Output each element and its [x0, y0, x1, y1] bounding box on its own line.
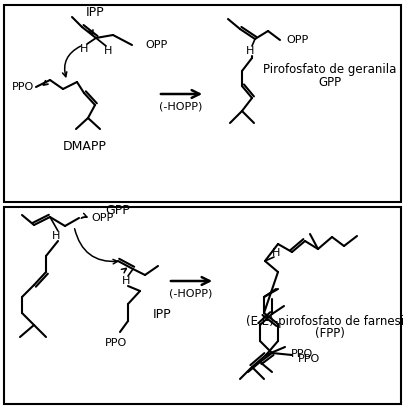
Text: OPP: OPP [145, 40, 167, 50]
Text: Pirofosfato de geranila: Pirofosfato de geranila [263, 63, 396, 76]
Text: DMAPP: DMAPP [63, 139, 107, 153]
Text: OPP: OPP [91, 213, 113, 223]
Text: IPP: IPP [85, 5, 104, 18]
Text: PPO: PPO [12, 82, 34, 92]
Text: (FPP): (FPP) [314, 328, 344, 341]
Text: H: H [245, 46, 254, 56]
Text: IPP: IPP [152, 308, 171, 321]
FancyArrowPatch shape [81, 213, 87, 218]
Text: GPP: GPP [105, 204, 130, 216]
FancyArrowPatch shape [75, 229, 117, 264]
Text: PPO: PPO [104, 338, 127, 348]
Text: (-HOPP): (-HOPP) [159, 101, 202, 111]
FancyBboxPatch shape [4, 207, 400, 404]
Text: H: H [80, 44, 88, 54]
Text: (E,E)-pirofosfato de farnesila: (E,E)-pirofosfato de farnesila [245, 315, 405, 328]
Text: H: H [104, 46, 112, 56]
Text: H: H [271, 248, 279, 258]
FancyArrowPatch shape [121, 268, 126, 273]
Text: H: H [52, 231, 60, 241]
FancyArrowPatch shape [62, 46, 80, 76]
Text: GPP: GPP [318, 76, 341, 88]
Text: PPO: PPO [297, 354, 320, 364]
Text: PPO: PPO [290, 349, 313, 359]
FancyBboxPatch shape [4, 5, 400, 202]
FancyArrowPatch shape [88, 30, 93, 35]
Text: OPP: OPP [285, 35, 307, 45]
FancyArrowPatch shape [43, 81, 48, 85]
Text: H: H [122, 276, 130, 286]
Text: (-HOPP): (-HOPP) [169, 288, 212, 298]
